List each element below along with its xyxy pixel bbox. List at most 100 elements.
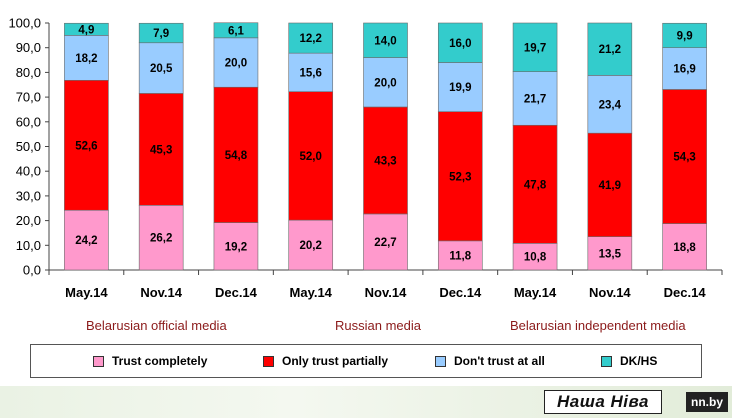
y-tick-label: 60,0	[16, 114, 41, 129]
legend-label: Only trust partially	[282, 354, 389, 368]
legend-item-only-trust-partially: Only trust partially	[263, 354, 388, 368]
y-tick-label: 90,0	[16, 40, 41, 55]
data-label: 52,0	[300, 151, 322, 163]
bar-segment-trust-completely	[437, 240, 483, 271]
data-label: 11,8	[449, 250, 471, 262]
x-category-label: Dec.14	[215, 285, 258, 300]
data-label: 21,7	[524, 93, 546, 105]
x-category-label: Nov.14	[140, 285, 182, 300]
data-label: 20,0	[225, 58, 247, 70]
bar-segment-trust-completely	[587, 236, 633, 271]
data-label: 18,8	[673, 242, 696, 254]
x-category-label: Dec.14	[439, 285, 482, 300]
group-label-official: Belarusian official media	[86, 318, 227, 333]
y-tick-label: 100,0	[8, 16, 41, 31]
bar-segment-trust-completely	[138, 204, 184, 271]
data-label: 19,9	[449, 82, 471, 94]
data-label: 43,3	[374, 155, 396, 167]
bar-segment-dk-hs	[363, 22, 408, 58]
bar-segment-don-t-trust-at-all	[288, 52, 334, 92]
data-label: 47,8	[524, 179, 547, 191]
legend-item-trust-completely: Trust completely	[93, 354, 207, 368]
legend-swatch-trust-completely	[93, 355, 104, 367]
bar-segment-only-trust-partially	[363, 106, 408, 215]
data-label: 54,3	[673, 152, 695, 164]
bar-segment-only-trust-partially	[587, 132, 633, 237]
data-label: 9,9	[677, 30, 693, 42]
legend-item-dont-trust-at-all: Don't trust at all	[435, 354, 545, 368]
legend-item-dk-hs: DK/HS	[601, 354, 657, 368]
data-label: 14,0	[374, 35, 396, 47]
bar-segment-don-t-trust-at-all	[64, 35, 109, 81]
bar-segment-dk-hs	[512, 22, 558, 72]
bar-segment-only-trust-partially	[437, 111, 483, 242]
bar-segment-don-t-trust-at-all	[437, 62, 483, 112]
data-label: 6,1	[228, 25, 245, 37]
data-label: 18,2	[75, 53, 97, 65]
bar-segment-trust-completely	[213, 222, 259, 271]
bar-segment-don-t-trust-at-all	[213, 37, 259, 88]
data-label: 41,9	[599, 180, 621, 192]
data-label: 20,2	[300, 240, 322, 252]
chart-legend: Trust completely Only trust partially Do…	[30, 344, 702, 378]
bar-segment-don-t-trust-at-all	[363, 57, 408, 108]
bar-segment-dk-hs	[138, 22, 184, 44]
y-tick-label: 50,0	[16, 139, 41, 154]
legend-label: DK/HS	[620, 354, 658, 368]
data-label: 4,9	[78, 24, 94, 36]
x-category-label: May.14	[290, 285, 333, 300]
bar-segment-dk-hs	[64, 22, 109, 36]
bar-segment-don-t-trust-at-all	[512, 71, 558, 126]
data-label: 24,2	[75, 235, 97, 247]
y-tick-label: 20,0	[16, 213, 41, 228]
x-category-label: Nov.14	[589, 285, 631, 300]
data-label: 10,8	[524, 252, 547, 264]
y-tick-label: 10,0	[16, 238, 41, 253]
bar-segment-dk-hs	[437, 22, 483, 63]
bar-segment-dk-hs	[587, 22, 633, 76]
x-category-label: May.14	[514, 285, 557, 300]
data-label: 23,4	[599, 99, 622, 111]
data-label: 16,0	[449, 38, 471, 50]
data-label: 21,2	[599, 44, 621, 56]
data-label: 19,7	[524, 42, 546, 54]
legend-swatch-only-trust-partially	[263, 355, 274, 367]
bar-segment-dk-hs	[213, 22, 259, 39]
data-label: 12,2	[300, 33, 322, 45]
data-label: 20,5	[150, 63, 173, 75]
bar-segment-trust-completely	[288, 219, 334, 271]
x-category-label: Nov.14	[365, 285, 407, 300]
legend-swatch-dont-trust-at-all	[435, 355, 446, 367]
data-label: 13,5	[599, 248, 622, 260]
data-label: 22,7	[374, 237, 396, 249]
bar-segment-only-trust-partially	[213, 86, 259, 223]
legend-swatch-dk-hs	[601, 355, 612, 367]
data-label: 16,9	[673, 64, 695, 76]
bar-segment-only-trust-partially	[662, 89, 707, 224]
y-tick-label: 40,0	[16, 164, 41, 179]
bar-segment-dk-hs	[662, 22, 707, 48]
y-tick-label: 80,0	[16, 65, 41, 80]
data-label: 19,2	[225, 241, 247, 253]
y-tick-label: 30,0	[16, 188, 41, 203]
site-logo[interactable]: Наша Ніва	[544, 390, 662, 414]
data-label: 54,8	[225, 150, 248, 162]
site-domain[interactable]: nn.by	[686, 392, 728, 412]
x-category-label: May.14	[65, 285, 108, 300]
group-label-russian: Russian media	[335, 318, 421, 333]
x-category-label: Dec.14	[664, 285, 707, 300]
data-label: 26,2	[150, 233, 172, 245]
legend-label: Don't trust at all	[454, 354, 545, 368]
legend-label: Trust completely	[112, 354, 208, 368]
bar-segment-only-trust-partially	[288, 91, 334, 221]
data-label: 45,3	[150, 144, 172, 156]
y-tick-label: 70,0	[16, 90, 41, 105]
y-tick-label: 0,0	[23, 263, 41, 278]
group-label-independent: Belarusian independent media	[510, 318, 686, 333]
bar-segment-don-t-trust-at-all	[662, 47, 707, 90]
data-label: 7,9	[153, 28, 169, 40]
data-label: 52,3	[449, 171, 471, 183]
bar-segment-trust-completely	[363, 213, 408, 271]
bar-segment-only-trust-partially	[64, 80, 109, 211]
